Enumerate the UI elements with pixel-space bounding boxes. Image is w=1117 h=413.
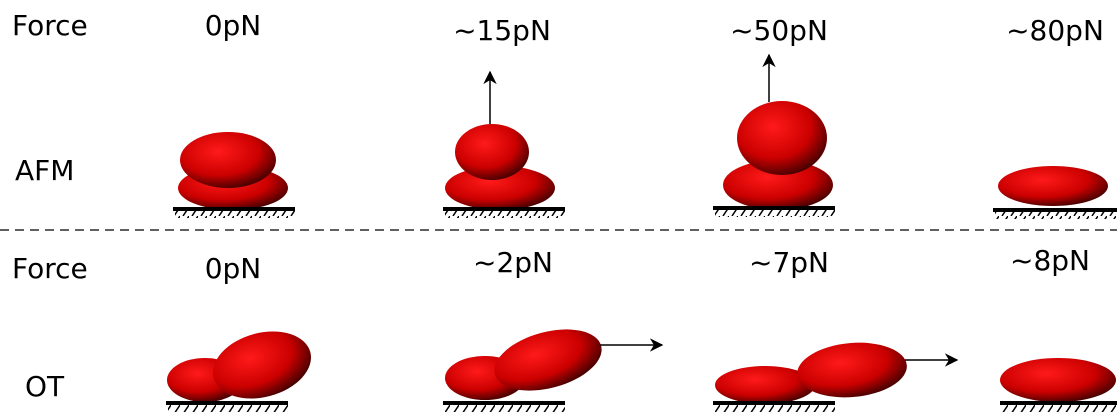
force-value: ~15pN [453,14,551,47]
force-label: Force [12,9,88,42]
ot-protein-2 [713,338,957,412]
method-label: OT [25,370,65,403]
force-value: ~8pN [1010,244,1090,277]
afm-protein-3 [993,166,1117,219]
ot-protein-0 [166,321,319,412]
force-value: 0pN [205,252,262,285]
afm-protein-0 [173,132,295,218]
force-value: ~2pN [473,246,553,279]
force-value: ~50pN [730,14,828,47]
diagram: Force 0pN ~15pN ~50pN ~80pN AFM Force 0p… [0,0,1117,413]
force-label: Force [12,252,88,285]
ot-protein-1 [443,319,662,412]
afm-protein-2 [713,55,835,217]
force-value: 0pN [205,9,262,42]
force-value: ~7pN [749,246,829,279]
force-value: ~80pN [1006,14,1104,47]
method-label: AFM [15,154,74,187]
ot-protein-3 [1000,358,1117,412]
afm-protein-1 [443,72,565,218]
page: {"afm": {"force_label": "Force", "forces… [0,0,1117,413]
